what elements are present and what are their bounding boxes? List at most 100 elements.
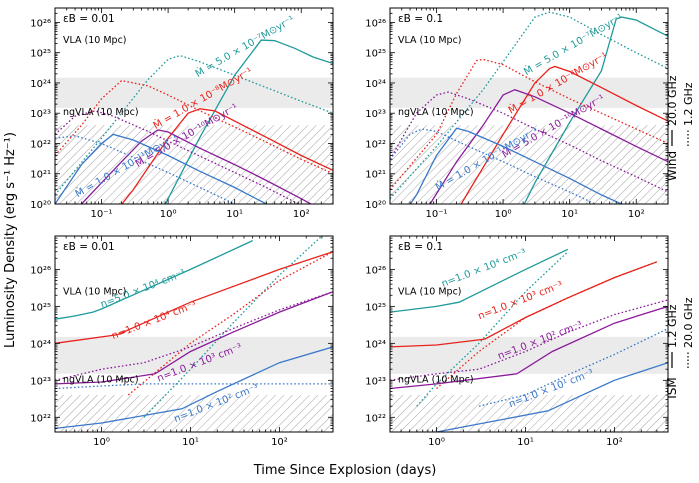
y-tick-label: 10²⁴ [30, 79, 51, 90]
panel-title: εB = 0.1 [398, 241, 443, 253]
x-tick-label: 10⁰ [160, 209, 177, 220]
row-label-wind: Wind 20.0 GHz 1.2 GHz [665, 75, 695, 181]
x-axis-label: Time Since Explosion (days) [253, 463, 437, 478]
panel-ism-eps0.1: n=1.0 × 10⁴ cm⁻³n=1.0 × 10³ cm⁻³n=1.0 × … [365, 235, 669, 448]
y-tick-label: 10²¹ [365, 170, 386, 181]
series-line-teal-dotted [416, 251, 569, 407]
legend-dotted-label-ism: 20.0 GHz [682, 297, 695, 348]
series-line-red-solid [121, 108, 333, 204]
series-line-blue-solid [409, 127, 624, 204]
y-tick-label: 10²³ [30, 376, 51, 387]
legend-dotted-label-wind: 1.2 GHz [682, 82, 695, 126]
plot-area: n=5.0 × 10⁴ cm⁻³n=1.0 × 10⁴ cm⁻³n=1.0 × … [55, 236, 333, 432]
series-line-blue-solid [429, 362, 668, 432]
series-line-red-solid [55, 251, 333, 344]
ngvla-sensitivity-region [390, 125, 668, 204]
panel-wind-eps0.1: Ṁ = 5.0 × 10⁻⁷M⊙yr⁻¹Ṁ = 1.0 × 10⁻⁸M⊙yr⁻¹… [365, 7, 669, 220]
ngvla-label: ngVLA (10 Mpc) [398, 107, 474, 118]
series-line-red-solid [460, 65, 668, 204]
series-line-blue-solid [55, 133, 268, 204]
y-axis-label: Luminosity Density (erg s⁻¹ Hz⁻¹) [3, 132, 18, 348]
y-tick-label: 10²⁶ [30, 18, 51, 29]
y-tick-label: 10²⁵ [30, 49, 51, 60]
x-tick-label: 10¹ [182, 437, 199, 448]
plot-area: Ṁ = 5.0 × 10⁻⁷M⊙yr⁻¹Ṁ = 1.0 × 10⁻⁸M⊙yr⁻¹… [55, 13, 333, 204]
series-line-red-dotted [127, 251, 333, 396]
series-line-purple-solid [390, 305, 668, 390]
vla-sensitivity-band [390, 336, 668, 374]
series-line-purple-dotted [55, 291, 333, 381]
x-tick-label: 10¹ [517, 437, 534, 448]
y-tick-label: 10²⁰ [365, 200, 386, 211]
y-tick-label: 10²⁴ [365, 79, 386, 90]
panel-ism-eps0.01: n=5.0 × 10⁴ cm⁻³n=1.0 × 10⁴ cm⁻³n=1.0 × … [30, 235, 334, 448]
series-label-teal: n=1.0 × 10⁴ cm⁻³ [440, 248, 528, 290]
y-tick-label: 10²² [30, 413, 51, 424]
y-tick-label: 10²³ [365, 376, 386, 387]
y-tick-label: 10²⁵ [30, 302, 51, 313]
series-line-purple-solid [81, 129, 313, 204]
y-tick-label: 10²⁰ [30, 200, 51, 211]
ngvla-label: ngVLA (10 Mpc) [398, 374, 474, 385]
y-tick-label: 10²³ [30, 109, 51, 120]
series-line-purple-solid [429, 89, 668, 204]
y-tick-label: 10²⁴ [30, 339, 51, 350]
series-line-red-dotted [390, 58, 668, 191]
y-tick-label: 10²⁶ [30, 265, 51, 276]
ngvla-label: ngVLA (10 Mpc) [63, 374, 139, 385]
y-tick-label: 10²⁶ [365, 265, 386, 276]
panel-title: εB = 0.01 [63, 13, 115, 25]
x-tick-label: 10² [628, 209, 645, 220]
vla-label: VLA (10 Mpc) [63, 35, 127, 46]
axes-frame [54, 7, 334, 205]
x-tick-label: 10⁻¹ [426, 209, 448, 220]
series-line-blue-solid [55, 346, 333, 430]
series-line-teal-dotted [55, 54, 333, 196]
panel-title: εB = 0.01 [63, 241, 115, 253]
series-line-teal-dotted [390, 11, 668, 200]
series-line-blue-dotted [55, 383, 333, 390]
y-tick-label: 10²² [30, 139, 51, 150]
series-line-blue-dotted [478, 328, 668, 407]
ngvla-sensitivity-region [55, 395, 333, 432]
ngvla-label: ngVLA (10 Mpc) [63, 107, 139, 118]
x-tick-label: 10¹ [561, 209, 578, 220]
x-tick-label: 10² [606, 437, 623, 448]
y-tick-label: 10²² [365, 413, 386, 424]
axes-frame [54, 235, 334, 433]
series-line-purple-solid [55, 291, 333, 385]
legend-solid-label-ism: 1.2 GHz [666, 304, 679, 348]
series-line-teal-solid [164, 39, 333, 204]
y-tick-label: 10²⁵ [365, 302, 386, 313]
x-tick-label: 10⁻¹ [91, 209, 113, 220]
axes-frame [389, 7, 669, 205]
x-tick-label: 10⁰ [428, 437, 445, 448]
panel-wind-eps0.01: Ṁ = 5.0 × 10⁻⁷M⊙yr⁻¹Ṁ = 1.0 × 10⁻⁸M⊙yr⁻¹… [30, 7, 334, 220]
row-label-ism: ISM 1.2 GHz 20.0 GHz [665, 297, 695, 399]
x-tick-label: 10¹ [226, 209, 243, 220]
y-tick-label: 10²² [365, 139, 386, 150]
plot-area: Ṁ = 5.0 × 10⁻⁷M⊙yr⁻¹Ṁ = 1.0 × 10⁻⁸M⊙yr⁻¹… [390, 11, 668, 204]
y-tick-label: 10²⁶ [365, 18, 386, 29]
x-tick-label: 10² [271, 437, 288, 448]
legend-solid-label-wind: 20.0 GHz [666, 75, 679, 126]
series-line-teal-solid [523, 16, 668, 204]
y-tick-label: 10²⁵ [365, 49, 386, 60]
panel-title: εB = 0.1 [398, 13, 443, 25]
y-tick-label: 10²³ [365, 109, 386, 120]
series-line-red-solid [390, 261, 658, 348]
x-tick-label: 10⁰ [495, 209, 512, 220]
series-line-teal-solid [55, 240, 253, 320]
vla-sensitivity-band [55, 77, 333, 108]
vla-label: VLA (10 Mpc) [63, 286, 127, 297]
series-line-teal-dotted [143, 236, 323, 418]
series-label-red: n=1.0 × 10³ cm⁻³ [477, 280, 565, 322]
series-line-teal-solid [390, 248, 569, 313]
vla-label: VLA (10 Mpc) [398, 35, 462, 46]
series-line-red-dotted [55, 79, 333, 175]
y-tick-label: 10²⁴ [365, 339, 386, 350]
axes-frame [389, 235, 669, 433]
x-tick-label: 10⁰ [93, 437, 110, 448]
series-label-red: n=1.0 × 10⁴ cm⁻³ [110, 300, 198, 342]
